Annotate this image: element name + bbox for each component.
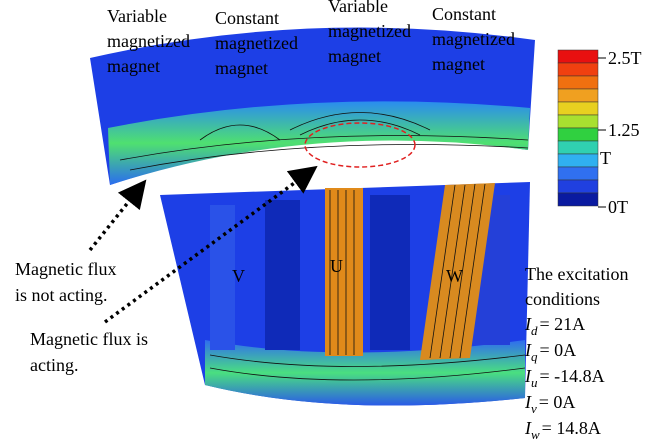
machine: [90, 28, 535, 406]
colorbar: 2.5T 1.25 T 0T: [558, 48, 642, 217]
annotation: acting.: [30, 355, 78, 375]
value: = 0A: [539, 392, 576, 412]
value: = -14.8A: [540, 366, 605, 386]
colorbar-band: [558, 154, 598, 167]
colorbar-band: [558, 76, 598, 89]
excitation-title: conditions: [525, 289, 600, 309]
magnet-label: magnet: [432, 54, 485, 74]
value: = 21A: [540, 314, 586, 334]
colorbar-label: 2.5T: [608, 48, 642, 68]
magnet-label: magnet: [107, 56, 160, 76]
flux-diagram: 2.5T 1.25 T 0T Variable magnetized magnet Cons…: [0, 0, 671, 447]
excitation-condition: Iw= 14.8A: [524, 418, 601, 442]
annotation: Magnetic flux: [15, 259, 116, 279]
colorbar-band: [558, 115, 598, 128]
magnet-label: magnetized: [328, 21, 411, 41]
magnet-label: magnet: [328, 46, 381, 66]
phase-label: W: [446, 266, 463, 286]
colorbar-band: [558, 128, 598, 141]
phase-label: U: [330, 256, 343, 276]
subscript: q: [531, 349, 538, 364]
magnet-label: magnetized: [215, 33, 298, 53]
magnet-label: Constant: [215, 8, 279, 28]
phase-label: V: [232, 266, 245, 286]
colorbar-band: [558, 50, 598, 63]
excitation-title: The excitation: [525, 264, 628, 284]
value: = 0A: [540, 340, 577, 360]
excitation-condition: Iv= 0A: [524, 392, 575, 416]
colorbar-label: 1.25: [608, 120, 640, 140]
magnet-label: magnetized: [107, 31, 190, 51]
colorbar-band: [558, 141, 598, 154]
subscript: w: [531, 427, 540, 442]
colorbar-label: T: [600, 148, 611, 168]
colorbar-band: [558, 167, 598, 180]
excitation-condition: Id= 21A: [524, 314, 585, 338]
subscript: v: [531, 401, 537, 416]
colorbar-band: [558, 193, 598, 206]
subscript: u: [531, 375, 538, 390]
colorbar-band: [558, 63, 598, 76]
excitation-condition: Iu= -14.8A: [524, 366, 605, 390]
annotation: is not acting.: [15, 285, 108, 305]
colorbar-band: [558, 89, 598, 102]
magnet-label: Variable: [328, 0, 388, 16]
magnet-label: Variable: [107, 6, 167, 26]
colorbar-label: 0T: [608, 197, 628, 217]
magnet-label: magnet: [215, 58, 268, 78]
annotation: Magnetic flux is: [30, 329, 148, 349]
excitation-condition: Iq= 0A: [524, 340, 576, 364]
value: = 14.8A: [542, 418, 601, 438]
colorbar-band: [558, 180, 598, 193]
magnet-label: magnetized: [432, 29, 515, 49]
colorbar-band: [558, 102, 598, 115]
subscript: d: [531, 323, 538, 338]
magnet-label: Constant: [432, 4, 496, 24]
